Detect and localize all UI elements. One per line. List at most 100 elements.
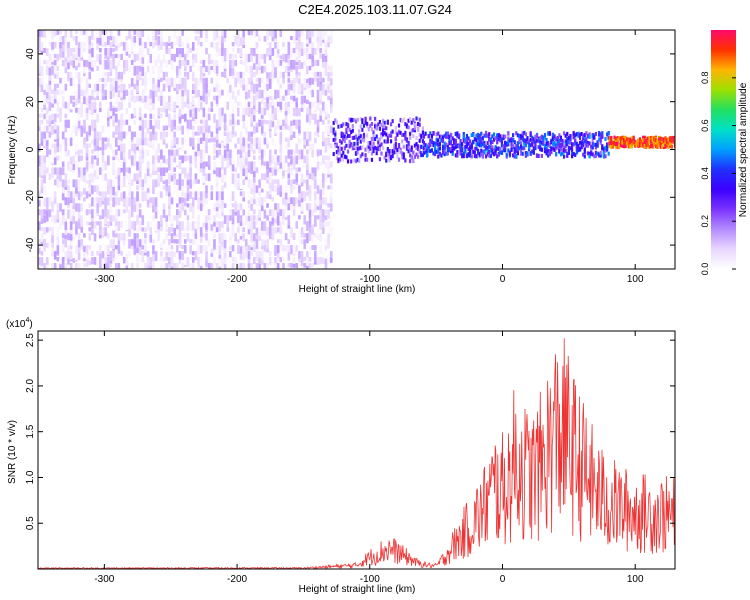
spectrogram-cell	[393, 150, 396, 155]
spectrogram-cell	[141, 77, 145, 86]
spectrogram-cell	[53, 113, 57, 122]
spectrogram-cell	[215, 71, 219, 76]
spectrogram-cell	[144, 251, 147, 256]
spectrogram-cell	[38, 167, 41, 178]
spectrogram-cell	[356, 150, 359, 155]
spectrogram-cell	[645, 138, 648, 143]
spectrogram-cell	[502, 144, 505, 149]
spectrogram-cell	[567, 140, 570, 145]
spectrogram-cell	[535, 133, 539, 138]
spectrogram-cell	[237, 149, 240, 155]
spectrogram-cell	[197, 191, 200, 196]
spectrogram-cell	[91, 65, 94, 72]
spectrogram-cell	[417, 127, 420, 132]
spectrogram-cell	[160, 77, 163, 83]
spectrogram-cell	[247, 167, 251, 173]
spectrogram-cell	[263, 179, 267, 190]
spectrogram-cell	[229, 113, 232, 120]
spectrogram-cell	[104, 89, 107, 96]
spectrogram-cell	[53, 167, 57, 175]
spectrogram-cell	[61, 263, 65, 269]
spectrogram-cell	[316, 155, 320, 160]
spectrogram-cell	[83, 119, 86, 128]
spectrogram-cell	[359, 124, 362, 129]
spectrogram-cell	[378, 144, 381, 149]
spectrogram-cell	[282, 149, 285, 158]
spectrogram-cell	[199, 149, 203, 159]
spectrogram-cell	[242, 227, 245, 233]
spectrogram-cell	[213, 119, 216, 130]
spectrogram-cell	[125, 245, 129, 255]
spectrogram-cell	[178, 65, 182, 74]
spectrogram-cell	[64, 179, 68, 187]
spectrogram-cell	[183, 59, 187, 68]
spectrogram-cell	[96, 41, 99, 50]
spectrogram-cell	[279, 227, 283, 235]
spectrogram-cell	[239, 215, 243, 222]
spectrogram-cell	[583, 139, 586, 144]
spectrogram-cell	[632, 140, 635, 145]
spectrogram-cell	[45, 95, 49, 104]
spectrogram-cell	[223, 257, 227, 265]
spectrogram-cell	[197, 47, 200, 54]
spectrogram-cell	[67, 95, 70, 103]
spectrogram-cell	[176, 233, 179, 238]
spectrogram-cell	[80, 30, 84, 36]
spectrogram-cell	[327, 95, 330, 101]
spectrogram-cell	[194, 83, 198, 90]
spectrogram-cell	[160, 203, 163, 214]
spectrogram-cell	[290, 179, 293, 187]
spectrogram-cell	[218, 47, 222, 57]
spectrogram-cell	[45, 227, 49, 233]
spectrogram-cell	[316, 41, 320, 51]
spectrogram-cell	[40, 257, 44, 267]
spectrogram-cell	[133, 77, 137, 83]
spectrogram-cell	[489, 137, 492, 142]
spectrogram-cell	[202, 215, 206, 223]
spectrogram-cell	[48, 101, 52, 111]
spectrogram-cell	[197, 95, 200, 106]
spectrogram-cell	[80, 125, 84, 132]
spectrogram-cell	[136, 215, 139, 225]
spectrogram-cell	[130, 221, 134, 230]
spectrogram-cell	[122, 155, 126, 163]
spectrogram-cell	[537, 145, 540, 150]
spectrogram-cell	[181, 155, 184, 164]
spectrogram-cell	[290, 167, 293, 176]
spectrogram-cell	[287, 41, 291, 52]
spectrogram-cell	[104, 47, 107, 56]
spectrogram-cell	[130, 137, 134, 143]
spectrogram-cell	[266, 239, 269, 249]
spectrogram-cell	[56, 167, 60, 178]
spectrogram-cell	[75, 65, 78, 71]
spectrogram-cell	[306, 239, 309, 244]
spectrogram-cell	[300, 263, 304, 269]
spectrogram-cell	[149, 89, 153, 99]
spectrogram-cell	[492, 132, 496, 137]
spectrogram-cell	[99, 251, 102, 260]
spectrogram-cell	[107, 125, 110, 132]
spectrogram-cell	[488, 137, 491, 142]
spectrogram-cell	[72, 209, 76, 216]
spectrogram-cell	[197, 185, 200, 192]
spectrogram-cell	[202, 149, 206, 160]
spectrogram-cell	[215, 131, 219, 140]
spectrogram-cell	[459, 143, 462, 148]
spectrogram-cell	[85, 149, 89, 157]
spectrogram-cell	[205, 239, 208, 245]
spectrogram-cell	[476, 135, 480, 140]
spectrogram-cell	[125, 107, 129, 115]
spectrogram-cell	[117, 185, 121, 191]
spectrogram-cell	[308, 53, 312, 60]
spectrogram-cell	[610, 141, 613, 146]
spectrogram-cell	[176, 203, 179, 208]
spectrogram-cell	[234, 173, 238, 180]
spectrogram-cell	[144, 239, 147, 244]
spectrogram-cell	[539, 142, 542, 147]
spectrogram-cell	[300, 179, 304, 187]
spectrogram-cell	[101, 95, 105, 101]
spectrogram-cell	[255, 239, 259, 249]
spectrogram-cell	[40, 137, 44, 146]
spectrogram-cell	[476, 142, 480, 147]
spectrogram-cell	[316, 173, 320, 180]
